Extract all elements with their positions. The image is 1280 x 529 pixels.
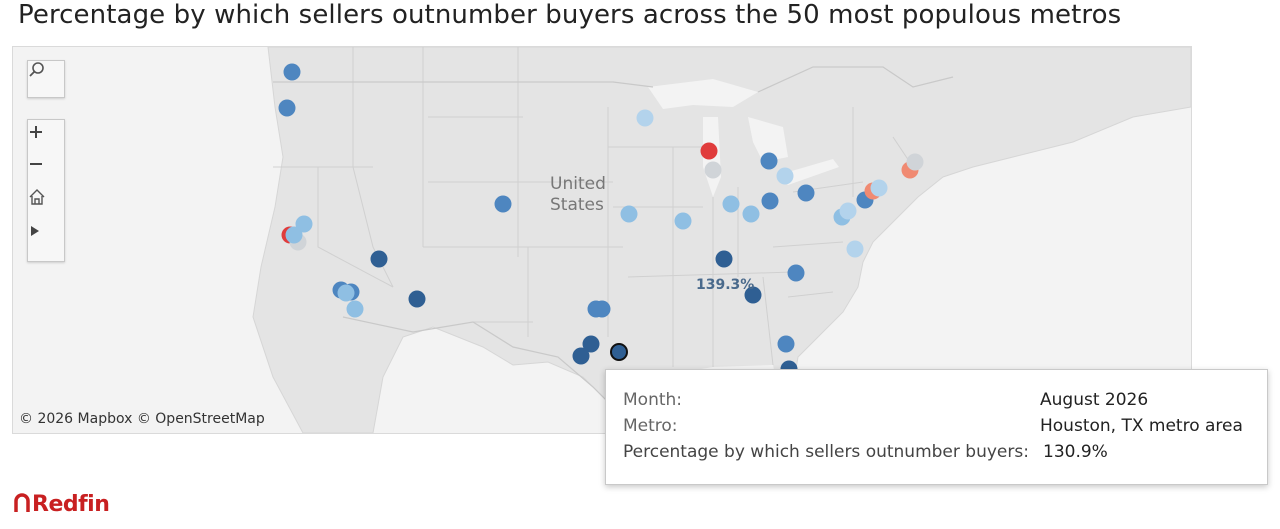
lake-huron [748, 117, 788, 162]
metro-circle[interactable] [760, 152, 778, 170]
metro-circle[interactable] [761, 192, 779, 210]
metro-circle[interactable] [777, 335, 795, 353]
metro-circle[interactable] [370, 250, 388, 268]
metro-circle[interactable] [744, 286, 762, 304]
tooltip-month-value: August 2026 [1040, 390, 1149, 410]
metro-circle[interactable] [572, 347, 590, 365]
play-icon [31, 226, 39, 236]
country-label-line2: States [550, 195, 604, 215]
zoom-out-button[interactable] [28, 156, 64, 186]
highlight-value-label: 139.3% [696, 277, 754, 293]
metro-circle[interactable] [700, 142, 718, 160]
tooltip-pct-value: 130.9% [1043, 442, 1108, 462]
metro-circle[interactable] [839, 202, 857, 220]
chart-title: Percentage by which sellers outnumber bu… [18, 0, 1122, 30]
home-icon [29, 189, 45, 205]
metro-circle[interactable] [494, 195, 512, 213]
redfin-logo-icon [14, 493, 30, 512]
us-canada-border [273, 66, 954, 93]
lake-erie [778, 159, 839, 185]
metro-circle[interactable] [722, 195, 740, 213]
metro-circle[interactable] [846, 240, 864, 258]
tooltip-metro-label: Metro: [623, 416, 678, 436]
metro-circle[interactable] [346, 300, 364, 318]
lake-superior [648, 79, 758, 109]
land-north-america [252, 47, 1191, 433]
metro-circle-houston-selected[interactable] [610, 343, 628, 361]
metro-circle[interactable] [278, 99, 296, 117]
map-panel[interactable]: United States [12, 46, 1192, 434]
metro-circle[interactable] [582, 335, 600, 353]
metro-circle[interactable] [620, 205, 638, 223]
metro-circle[interactable] [787, 264, 805, 282]
metro-circle[interactable] [742, 205, 760, 223]
tooltip-metro-value: Houston, TX metro area [1040, 416, 1243, 436]
country-label-line1: United [550, 174, 606, 194]
zoom-in-button[interactable] [28, 124, 64, 154]
metro-circle[interactable] [906, 153, 924, 171]
metro-circle[interactable] [408, 290, 426, 308]
redfin-logo: Redfin [12, 492, 110, 517]
map-search-button[interactable] [27, 60, 65, 98]
metro-circle[interactable] [337, 284, 355, 302]
map-zoom-toolbar [27, 119, 65, 262]
logo-text: Redfin [32, 492, 110, 517]
metro-circle[interactable] [776, 167, 794, 185]
metro-circle[interactable] [593, 300, 611, 318]
metro-circle[interactable] [285, 226, 303, 244]
play-button[interactable] [28, 224, 64, 254]
metro-circle[interactable] [636, 109, 654, 127]
metro-circle[interactable] [295, 215, 313, 233]
search-icon [29, 62, 44, 77]
metro-circle[interactable] [870, 179, 888, 197]
reset-view-button[interactable] [28, 188, 64, 218]
tooltip-month-label: Month: [623, 390, 683, 410]
map-canvas[interactable]: United States [13, 47, 1191, 433]
map-attribution[interactable]: © 2026 Mapbox © OpenStreetMap [19, 411, 265, 427]
us-mexico-border [342, 316, 614, 408]
metro-circle[interactable] [283, 63, 301, 81]
metro-circle[interactable] [797, 184, 815, 202]
metro-marks[interactable] [278, 63, 924, 378]
metro-circle[interactable] [715, 250, 733, 268]
minus-icon [30, 163, 42, 165]
metro-circle[interactable] [674, 212, 692, 230]
metro-tooltip: Month: August 2026 Metro: Houston, TX me… [605, 369, 1268, 485]
tooltip-pct-label: Percentage by which sellers outnumber bu… [623, 442, 1029, 462]
metro-circle[interactable] [704, 161, 722, 179]
plus-icon [30, 126, 42, 138]
